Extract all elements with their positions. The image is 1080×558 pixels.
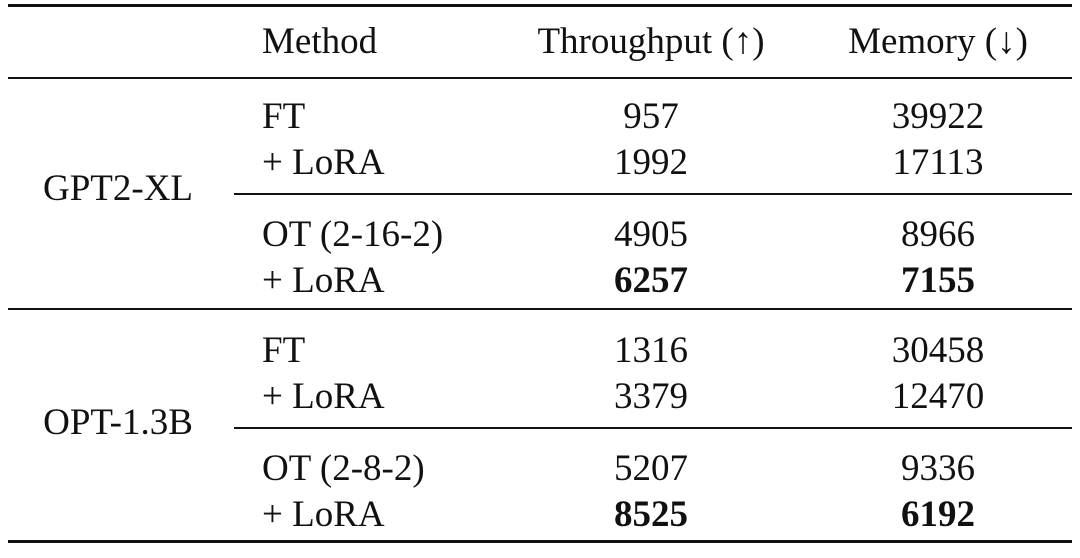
memory-cell: 30458	[891, 330, 985, 371]
group-rule	[8, 308, 1072, 310]
method-cell: + LoRA	[262, 494, 385, 535]
throughput-cell: 8525	[614, 494, 688, 535]
memory-cell: 9336	[901, 448, 975, 489]
method-cell: FT	[262, 96, 306, 137]
method-cell: + LoRA	[262, 260, 385, 301]
memory-cell: 39922	[891, 96, 985, 137]
throughput-cell: 1992	[614, 142, 688, 183]
memory-cell: 17113	[892, 142, 984, 183]
model-name: GPT2-XL	[42, 168, 194, 209]
memory-cell: 8966	[901, 214, 975, 255]
method-cell: + LoRA	[262, 142, 385, 183]
memory-cell: 6192	[901, 494, 975, 535]
throughput-cell: 4905	[614, 214, 688, 255]
method-cell: OT (2-8-2)	[262, 448, 425, 489]
throughput-cell: 5207	[614, 448, 688, 489]
header-throughput: Throughput (↑)	[537, 21, 765, 62]
method-cell: OT (2-16-2)	[262, 214, 444, 255]
throughput-cell: 3379	[614, 376, 688, 417]
throughput-cell: 6257	[614, 260, 688, 301]
bottom-rule	[8, 540, 1072, 543]
throughput-cell: 1316	[614, 330, 688, 371]
method-cell: + LoRA	[262, 376, 385, 417]
block-rule	[234, 427, 1072, 429]
block-rule	[234, 193, 1072, 195]
model-name: OPT-1.3B	[43, 402, 193, 443]
header-memory: Memory (↓)	[848, 21, 1028, 62]
throughput-cell: 957	[623, 96, 679, 137]
top-rule	[8, 4, 1072, 7]
method-cell: FT	[262, 330, 306, 371]
memory-cell: 7155	[901, 260, 975, 301]
memory-cell: 12470	[891, 376, 985, 417]
header-method: Method	[262, 21, 378, 62]
header-rule	[8, 77, 1072, 79]
